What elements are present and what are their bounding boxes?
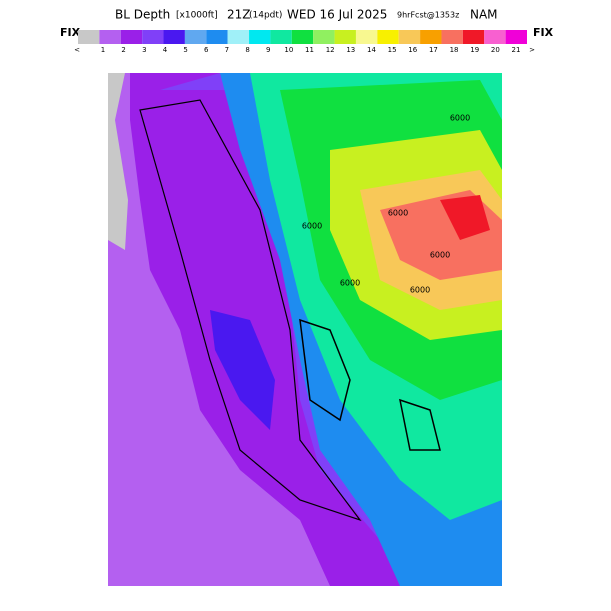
legend-swatch xyxy=(441,30,463,44)
legend-fix-left: FIX xyxy=(60,26,81,39)
legend-swatch xyxy=(420,30,442,44)
title-local: (14pdt) xyxy=(249,11,282,21)
title-text: BL Depth xyxy=(115,8,170,22)
legend-swatch xyxy=(334,30,356,44)
legend-label: 17 xyxy=(429,46,438,54)
legend-swatch xyxy=(120,30,143,44)
legend-swatch xyxy=(142,30,164,44)
contour-label: 6000 xyxy=(450,114,470,123)
title: BL Depth [x1000ft] 21Z (14pdt) WED 16 Ju… xyxy=(115,8,498,22)
legend-label: 14 xyxy=(367,46,376,54)
title-model: NAM xyxy=(470,8,498,22)
legend-label: 11 xyxy=(305,46,314,54)
contour-label: 6000 xyxy=(430,251,450,260)
legend-label: 9 xyxy=(266,46,270,54)
legend-label: 12 xyxy=(326,46,335,54)
legend-label: 5 xyxy=(183,46,187,54)
region-red xyxy=(440,195,490,240)
land-gray xyxy=(108,73,128,250)
terrain-contour xyxy=(139,99,362,522)
ocean xyxy=(108,73,190,495)
legend-label: 10 xyxy=(284,46,293,54)
title-forecast: 9hrFcst@1353z xyxy=(397,11,459,20)
legend-swatch xyxy=(313,30,335,44)
legend-swatch xyxy=(398,30,421,44)
legend-label: > xyxy=(529,46,535,54)
title-units: [x1000ft] xyxy=(176,11,218,21)
legend-label: 13 xyxy=(346,46,355,54)
legend-swatch xyxy=(462,30,485,44)
terrain-contour xyxy=(299,318,441,451)
legend-swatch xyxy=(249,30,271,44)
legend-swatch xyxy=(206,30,228,44)
region-deep-blue xyxy=(210,310,275,430)
legend-label: 21 xyxy=(512,46,521,54)
legend-swatch xyxy=(505,30,527,44)
title-valid: 21Z xyxy=(227,8,251,22)
color-legend: <1 2 3 4 5 6 7 8 9 10 11 12 13 14 15 16 17 18 19 20 21 > xyxy=(74,30,535,54)
legend-label: 1 xyxy=(101,46,105,54)
legend-label: 7 xyxy=(225,46,229,54)
legend-swatch xyxy=(355,30,378,44)
legend-label: 8 xyxy=(245,46,249,54)
legend-label: 16 xyxy=(408,46,417,54)
legend-label: 2 xyxy=(121,46,125,54)
legend-swatch xyxy=(184,30,207,44)
legend-fix-right: FIX xyxy=(533,26,554,39)
legend-label: 15 xyxy=(388,46,397,54)
legend-swatch xyxy=(377,30,399,44)
contour-label: 6000 xyxy=(340,279,360,288)
legend-swatch xyxy=(270,30,292,44)
legend-swatch xyxy=(484,30,506,44)
legend-swatch xyxy=(78,30,100,44)
legend-label: 20 xyxy=(491,46,500,54)
legend-label: 3 xyxy=(142,46,146,54)
contour-label: 6000 xyxy=(388,209,408,218)
legend-label: 18 xyxy=(450,46,459,54)
contour-labels: 6000 6000 6000 6000 6000 6000 xyxy=(302,114,470,295)
legend-swatch xyxy=(227,30,250,44)
title-date: WED 16 Jul 2025 xyxy=(287,8,387,22)
map xyxy=(108,73,502,586)
legend-swatch xyxy=(99,30,121,44)
contour-label: 6000 xyxy=(410,286,430,295)
legend-swatch xyxy=(163,30,185,44)
legend-label: 19 xyxy=(470,46,479,54)
legend-swatch xyxy=(291,30,314,44)
legend-label: < xyxy=(74,46,80,54)
contour-label: 6000 xyxy=(302,222,322,231)
legend-label: 4 xyxy=(163,46,168,54)
legend-label: 6 xyxy=(204,46,209,54)
